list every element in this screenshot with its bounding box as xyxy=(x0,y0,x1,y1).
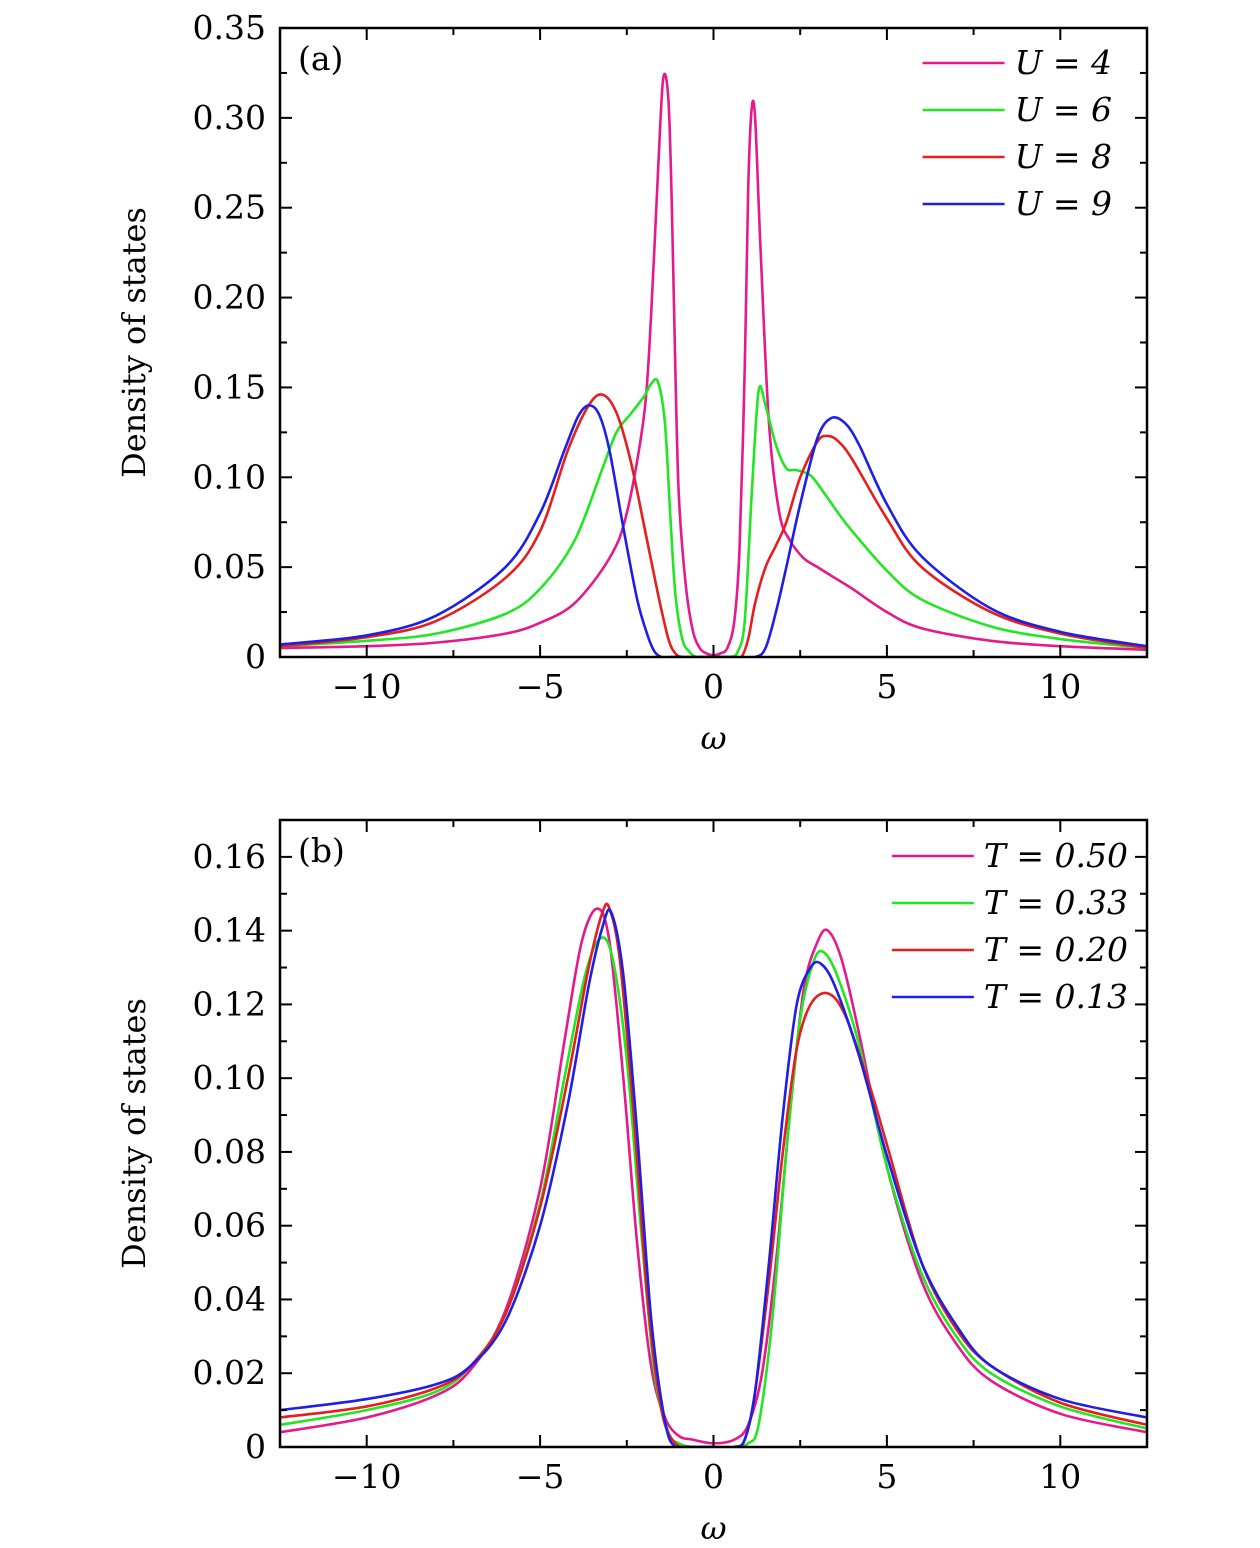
series-line-1 xyxy=(280,936,1147,1447)
x-tick-label: 10 xyxy=(1039,667,1081,706)
legend-item: U = 8 xyxy=(922,137,1112,176)
y-tick-label: 0.20 xyxy=(193,278,266,317)
x-tick-label: 5 xyxy=(876,667,897,706)
x-tick-label: −5 xyxy=(516,667,565,706)
series-line-3 xyxy=(280,908,1147,1447)
legend-item: U = 6 xyxy=(922,90,1112,129)
y-tick-label: 0.16 xyxy=(193,837,266,876)
y-tick-label: 0.02 xyxy=(193,1353,266,1392)
x-tick-label: 10 xyxy=(1039,1457,1081,1496)
panel-label: (a) xyxy=(298,39,343,78)
legend-label: U = 8 xyxy=(1015,137,1112,176)
plot-area xyxy=(280,902,1147,1447)
legend-item: U = 4 xyxy=(922,43,1112,82)
x-tick-label: 0 xyxy=(703,667,724,706)
y-tick-label: 0.10 xyxy=(193,457,266,496)
y-tick-label: 0 xyxy=(245,1427,266,1466)
y-tick-label: 0.30 xyxy=(193,98,266,137)
legend-label: T = 0.50 xyxy=(984,836,1128,875)
series-line-3 xyxy=(280,404,1147,657)
plot-area xyxy=(280,72,1147,657)
y-tick-label: 0.08 xyxy=(193,1132,266,1171)
panel-b: −10 −5 0 5 10 0 0.02 0.04 0.06 0.08 0.10 0.12 0.14 0.… xyxy=(115,818,1149,1547)
series-line-2 xyxy=(280,393,1147,657)
y-axis-label: Density of states xyxy=(115,207,153,478)
legend-label: T = 0.33 xyxy=(984,883,1128,922)
legend-label: T = 0.13 xyxy=(984,977,1128,1016)
y-tick-label: 0.10 xyxy=(193,1058,266,1097)
x-tick-label: −5 xyxy=(516,1457,565,1496)
legend-item: T = 0.13 xyxy=(891,977,1128,1016)
legend-item: T = 0.50 xyxy=(891,836,1128,875)
legend-item: T = 0.20 xyxy=(891,930,1128,969)
y-tick-label: 0.14 xyxy=(193,911,266,950)
legend: U = 4 U = 6 U = 8 U = 9 xyxy=(922,43,1112,223)
legend-label: U = 6 xyxy=(1015,90,1112,129)
y-tick-label: 0.25 xyxy=(193,188,266,227)
x-axis-label: ω xyxy=(700,719,726,757)
panel-label: (b) xyxy=(298,831,345,870)
y-tick-label: 0.06 xyxy=(193,1206,266,1245)
legend-item: T = 0.33 xyxy=(891,883,1128,922)
legend-label: T = 0.20 xyxy=(984,930,1128,969)
y-tick-label: 0.04 xyxy=(193,1279,266,1318)
y-axis-label: Density of states xyxy=(115,998,153,1269)
legend: T = 0.50 T = 0.33 T = 0.20 T = 0.13 xyxy=(891,836,1128,1016)
x-tick-label: 0 xyxy=(703,1457,724,1496)
x-tick-label: 5 xyxy=(876,1457,897,1496)
y-tick-label: 0.12 xyxy=(193,984,266,1023)
x-tick-label: −10 xyxy=(332,667,402,706)
legend-label: U = 9 xyxy=(1015,184,1112,223)
legend-item: U = 9 xyxy=(922,184,1112,223)
x-axis-label: ω xyxy=(700,1509,726,1547)
series-line-1 xyxy=(280,377,1147,657)
x-tick-label: −10 xyxy=(332,1457,402,1496)
legend-label: U = 4 xyxy=(1015,43,1112,82)
panel-a: −10 −5 0 5 10 0 0.05 0.10 0.15 0.20 0.25 0.30 0.35 ω D… xyxy=(115,8,1149,757)
series-line-0 xyxy=(280,72,1147,657)
y-tick-label: 0.15 xyxy=(193,367,266,406)
y-tick-label: 0.05 xyxy=(193,547,266,586)
y-tick-label: 0 xyxy=(245,637,266,676)
y-tick-label: 0.35 xyxy=(193,8,266,47)
series-line-2 xyxy=(280,902,1147,1447)
